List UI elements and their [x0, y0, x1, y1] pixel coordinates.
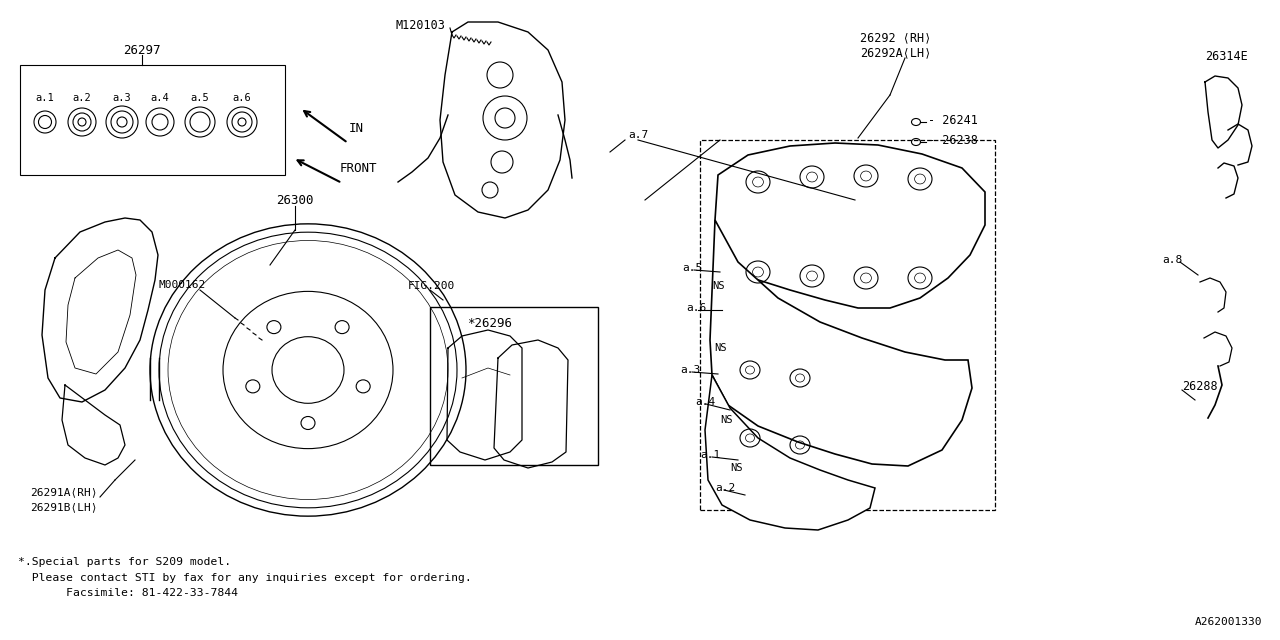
Text: 26292 ⟨RH⟩: 26292 ⟨RH⟩ — [860, 31, 932, 45]
Text: a.8: a.8 — [1162, 255, 1183, 265]
Text: M120103: M120103 — [396, 19, 445, 31]
Text: *26296: *26296 — [467, 317, 512, 330]
Bar — [430, 307, 598, 465]
Text: a.4: a.4 — [151, 93, 169, 103]
Text: NS: NS — [721, 415, 732, 425]
Text: a.2: a.2 — [73, 93, 91, 103]
Text: a.5: a.5 — [682, 263, 703, 273]
Text: A262001330: A262001330 — [1194, 617, 1262, 627]
Text: 26291A⟨RH⟩: 26291A⟨RH⟩ — [29, 487, 97, 497]
Text: NS: NS — [730, 463, 742, 473]
Text: Facsimile: 81-422-33-7844: Facsimile: 81-422-33-7844 — [18, 588, 238, 598]
Text: *.Special parts for S209 model.: *.Special parts for S209 model. — [18, 557, 232, 567]
Polygon shape — [710, 220, 972, 466]
Text: a.2: a.2 — [716, 483, 735, 493]
Bar — [700, 140, 995, 510]
Text: a.7: a.7 — [628, 130, 648, 140]
Text: NS: NS — [712, 281, 724, 291]
Text: - 26238: - 26238 — [928, 134, 978, 147]
Text: Please contact STI by fax for any inquiries except for ordering.: Please contact STI by fax for any inquir… — [18, 573, 472, 583]
Text: M000162: M000162 — [157, 280, 205, 290]
Text: a.6: a.6 — [686, 303, 707, 313]
Text: - 26241: - 26241 — [928, 113, 978, 127]
Text: 26314E: 26314E — [1204, 49, 1248, 63]
Text: IN: IN — [349, 122, 364, 134]
Text: 26292A⟨LH⟩: 26292A⟨LH⟩ — [860, 47, 932, 60]
Text: FRONT: FRONT — [340, 161, 378, 175]
Text: a.4: a.4 — [695, 397, 716, 407]
Text: a.1: a.1 — [36, 93, 54, 103]
Polygon shape — [705, 375, 876, 530]
Text: a.3: a.3 — [680, 365, 700, 375]
Polygon shape — [716, 143, 986, 308]
Text: a.3: a.3 — [113, 93, 132, 103]
Text: a.5: a.5 — [191, 93, 210, 103]
Bar — [20, 65, 285, 175]
Text: FIG.200: FIG.200 — [408, 281, 456, 291]
Text: a.6: a.6 — [233, 93, 251, 103]
Text: a.1: a.1 — [700, 450, 721, 460]
Text: 26291B⟨LH⟩: 26291B⟨LH⟩ — [29, 502, 97, 512]
Text: NS: NS — [714, 343, 727, 353]
Text: 26300: 26300 — [276, 193, 314, 207]
Text: 26297: 26297 — [123, 44, 161, 56]
Text: 26288: 26288 — [1181, 380, 1217, 392]
